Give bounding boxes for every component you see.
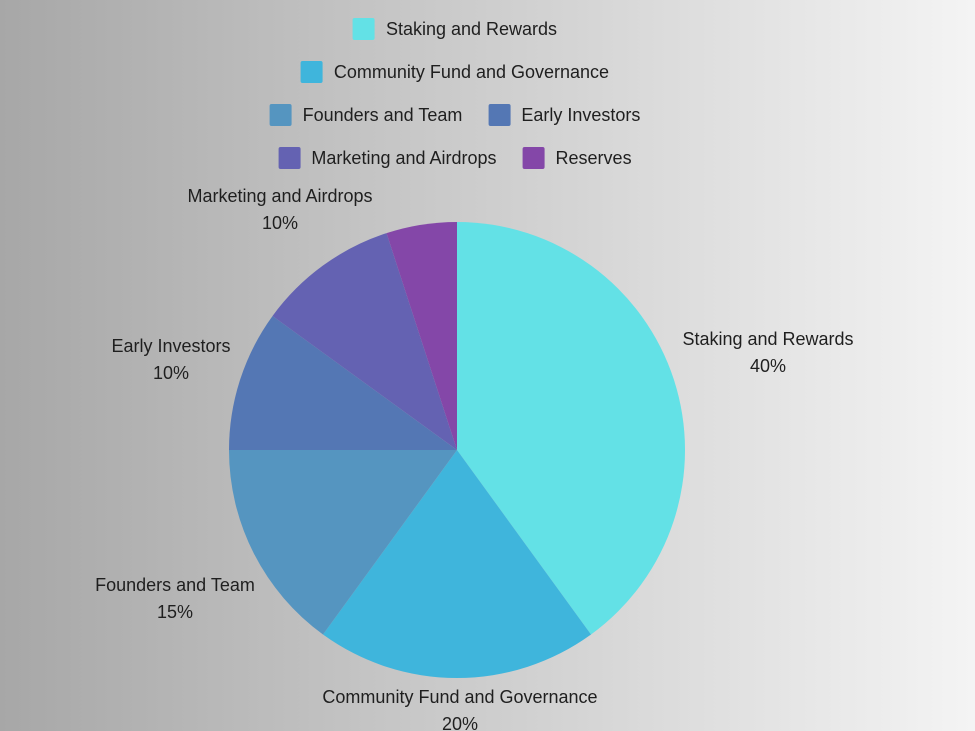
slice-label-early-investors-pct: 10% xyxy=(152,363,190,383)
slice-label-community-name: Community Fund and Governance xyxy=(322,687,598,707)
legend-swatch-reserves xyxy=(522,147,545,169)
legend-swatch-early-investors xyxy=(488,104,511,126)
legend-item-early-investors: Early Investors xyxy=(488,104,640,126)
legend: Staking and Rewards Community Fund and G… xyxy=(269,18,640,169)
legend-item-founders: Founders and Team xyxy=(269,104,463,126)
legend-label-staking: Staking and Rewards xyxy=(385,18,558,39)
legend-item-reserves: Reserves xyxy=(522,147,632,169)
slice-label-community-pct: 20% xyxy=(441,714,479,731)
pie-slice-0 xyxy=(457,222,686,635)
slice-label-staking: Staking and Rewards 40% xyxy=(682,326,853,380)
legend-row-4: Marketing and Airdrops Reserves xyxy=(278,147,632,169)
slice-label-marketing-pct: 10% xyxy=(261,213,299,233)
slice-label-community: Community Fund and Governance 20% xyxy=(322,684,597,731)
legend-item-marketing: Marketing and Airdrops xyxy=(278,147,497,169)
slice-label-founders: Founders and Team 15% xyxy=(95,572,255,626)
pie-svg xyxy=(229,222,686,679)
legend-label-marketing: Marketing and Airdrops xyxy=(311,147,497,168)
slice-label-staking-name: Staking and Rewards xyxy=(682,329,854,349)
slice-label-marketing: Marketing and Airdrops 10% xyxy=(187,183,372,237)
legend-item-staking: Staking and Rewards xyxy=(352,18,558,40)
slice-label-early-investors: Early Investors 10% xyxy=(111,333,230,387)
legend-item-community: Community Fund and Governance xyxy=(300,61,610,83)
legend-label-early-investors: Early Investors xyxy=(521,104,641,125)
slice-label-founders-pct: 15% xyxy=(156,602,194,622)
pie-slice-4 xyxy=(272,233,457,450)
legend-label-community: Community Fund and Governance xyxy=(333,61,610,82)
legend-row-2: Community Fund and Governance xyxy=(300,61,610,83)
legend-swatch-marketing xyxy=(278,147,301,169)
pie-slice-1 xyxy=(322,450,592,679)
slice-label-staking-pct: 40% xyxy=(749,356,787,376)
pie-slice-3 xyxy=(229,315,457,450)
legend-swatch-founders xyxy=(269,104,292,126)
legend-label-reserves: Reserves xyxy=(555,147,632,168)
legend-row-3: Founders and Team Early Investors xyxy=(269,104,640,126)
legend-row-1: Staking and Rewards xyxy=(352,18,558,40)
legend-swatch-community xyxy=(300,61,323,83)
legend-label-founders: Founders and Team xyxy=(302,104,463,125)
slice-label-founders-name: Founders and Team xyxy=(95,575,255,595)
slice-label-marketing-name: Marketing and Airdrops xyxy=(187,186,373,206)
slice-label-early-investors-name: Early Investors xyxy=(111,336,231,356)
pie-chart xyxy=(227,220,687,680)
pie-slice-2 xyxy=(229,450,457,635)
legend-swatch-staking xyxy=(352,18,375,40)
pie-slice-5 xyxy=(386,222,457,450)
